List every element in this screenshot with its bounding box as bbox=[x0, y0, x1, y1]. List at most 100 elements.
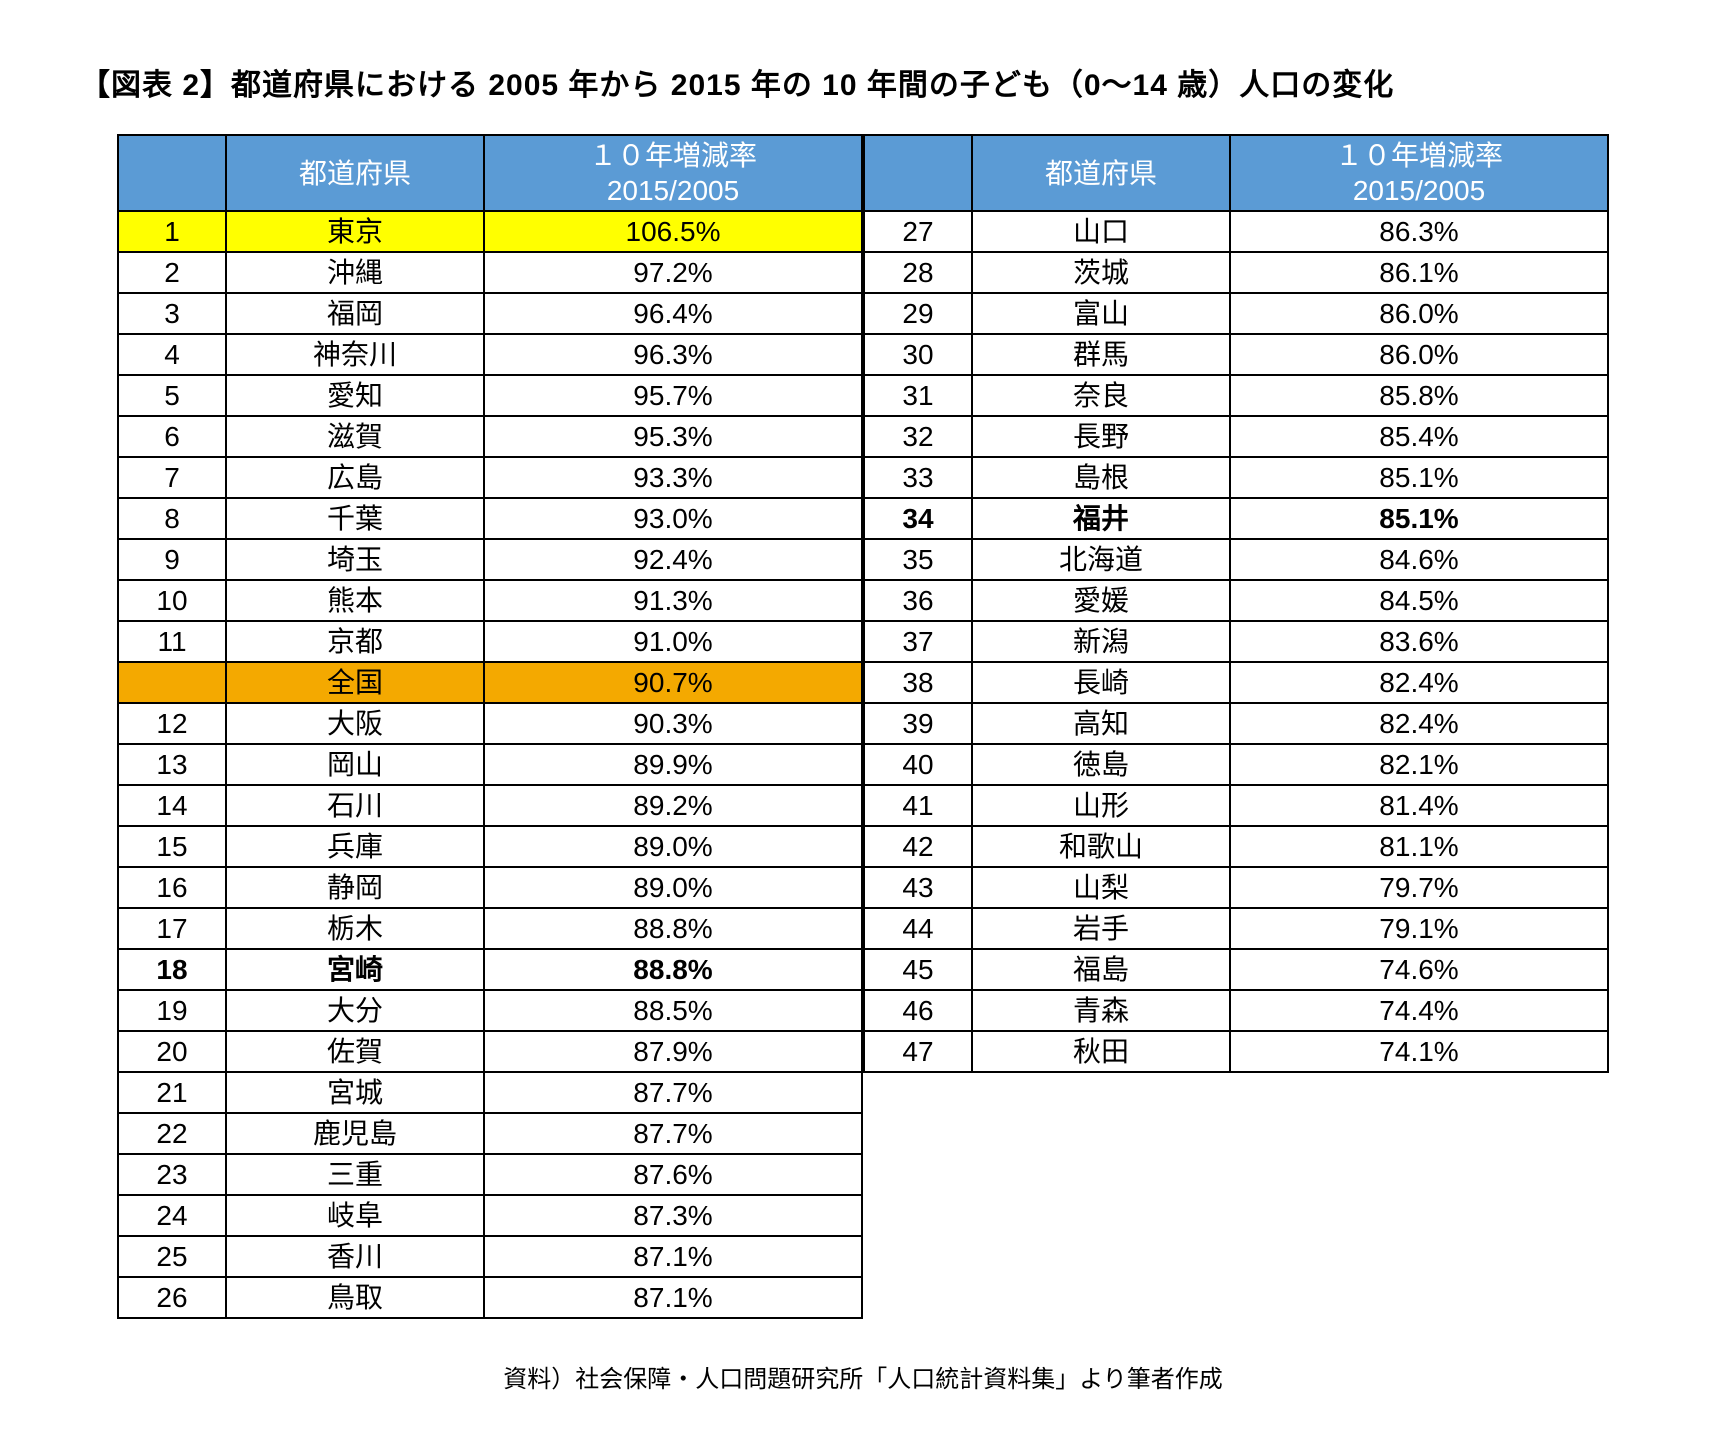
table-row: 2沖縄97.2% bbox=[118, 252, 862, 293]
cell-prefecture: 鹿児島 bbox=[226, 1113, 484, 1154]
cell-prefecture: 埼玉 bbox=[226, 539, 484, 580]
cell-rank: 23 bbox=[118, 1154, 226, 1195]
cell-rank: 5 bbox=[118, 375, 226, 416]
population-table-right: 都道府県 １０年増減率 2015/2005 27山口86.3%28茨城86.1%… bbox=[863, 134, 1609, 1073]
table-row: 4神奈川96.3% bbox=[118, 334, 862, 375]
cell-prefecture: 香川 bbox=[226, 1236, 484, 1277]
table-row: 13岡山89.9% bbox=[118, 744, 862, 785]
col-header-rate-line2: 2015/2005 bbox=[493, 173, 853, 208]
cell-rank: 42 bbox=[864, 826, 972, 867]
cell-prefecture: 長崎 bbox=[972, 662, 1230, 703]
cell-rate: 87.1% bbox=[484, 1236, 862, 1277]
cell-rate: 91.3% bbox=[484, 580, 862, 621]
cell-prefecture: 宮城 bbox=[226, 1072, 484, 1113]
cell-rate: 88.8% bbox=[484, 908, 862, 949]
cell-rate: 74.6% bbox=[1230, 949, 1608, 990]
table-row: 44岩手79.1% bbox=[864, 908, 1608, 949]
cell-rate: 86.1% bbox=[1230, 252, 1608, 293]
cell-prefecture: 全国 bbox=[226, 662, 484, 703]
cell-rank: 17 bbox=[118, 908, 226, 949]
table-row: 42和歌山81.1% bbox=[864, 826, 1608, 867]
cell-prefecture: 神奈川 bbox=[226, 334, 484, 375]
cell-rate: 81.1% bbox=[1230, 826, 1608, 867]
cell-rank: 27 bbox=[864, 211, 972, 252]
cell-rank: 32 bbox=[864, 416, 972, 457]
cell-prefecture: 茨城 bbox=[972, 252, 1230, 293]
table-row: 27山口86.3% bbox=[864, 211, 1608, 252]
cell-prefecture: 奈良 bbox=[972, 375, 1230, 416]
cell-rate: 82.1% bbox=[1230, 744, 1608, 785]
table-row: 32長野85.4% bbox=[864, 416, 1608, 457]
table-row: 47秋田74.1% bbox=[864, 1031, 1608, 1072]
cell-rate: 84.6% bbox=[1230, 539, 1608, 580]
cell-rate: 88.5% bbox=[484, 990, 862, 1031]
cell-prefecture: 山形 bbox=[972, 785, 1230, 826]
cell-rank: 33 bbox=[864, 457, 972, 498]
table-row: 28茨城86.1% bbox=[864, 252, 1608, 293]
table-row: 30群馬86.0% bbox=[864, 334, 1608, 375]
cell-rate: 89.0% bbox=[484, 826, 862, 867]
cell-rank: 11 bbox=[118, 621, 226, 662]
table-row: 22鹿児島87.7% bbox=[118, 1113, 862, 1154]
cell-prefecture: 石川 bbox=[226, 785, 484, 826]
table-row: 19大分88.5% bbox=[118, 990, 862, 1031]
cell-prefecture: 高知 bbox=[972, 703, 1230, 744]
table-row: 25香川87.1% bbox=[118, 1236, 862, 1277]
cell-rank: 22 bbox=[118, 1113, 226, 1154]
cell-prefecture: 宮崎 bbox=[226, 949, 484, 990]
cell-prefecture: 三重 bbox=[226, 1154, 484, 1195]
cell-rate: 87.3% bbox=[484, 1195, 862, 1236]
cell-prefecture: 和歌山 bbox=[972, 826, 1230, 867]
cell-rate: 93.3% bbox=[484, 457, 862, 498]
cell-rank: 21 bbox=[118, 1072, 226, 1113]
table-row: 41山形81.4% bbox=[864, 785, 1608, 826]
col-header-rate: １０年増減率 2015/2005 bbox=[484, 135, 862, 211]
cell-prefecture: 栃木 bbox=[226, 908, 484, 949]
cell-rate: 90.3% bbox=[484, 703, 862, 744]
cell-prefecture: 京都 bbox=[226, 621, 484, 662]
cell-rate: 86.3% bbox=[1230, 211, 1608, 252]
cell-rate: 87.9% bbox=[484, 1031, 862, 1072]
table-title: 【図表 2】都道府県における 2005 年から 2015 年の 10 年間の子ど… bbox=[80, 60, 1646, 104]
cell-rate: 93.0% bbox=[484, 498, 862, 539]
col-header-rank bbox=[118, 135, 226, 211]
cell-prefecture: 富山 bbox=[972, 293, 1230, 334]
page: 【図表 2】都道府県における 2005 年から 2015 年の 10 年間の子ど… bbox=[0, 0, 1726, 1454]
table-row: 11京都91.0% bbox=[118, 621, 862, 662]
cell-prefecture: 島根 bbox=[972, 457, 1230, 498]
cell-rank: 14 bbox=[118, 785, 226, 826]
cell-prefecture: 大分 bbox=[226, 990, 484, 1031]
cell-rank: 34 bbox=[864, 498, 972, 539]
table-row: 33島根85.1% bbox=[864, 457, 1608, 498]
cell-rank bbox=[118, 662, 226, 703]
cell-rank: 19 bbox=[118, 990, 226, 1031]
cell-rate: 81.4% bbox=[1230, 785, 1608, 826]
cell-prefecture: 滋賀 bbox=[226, 416, 484, 457]
cell-rank: 18 bbox=[118, 949, 226, 990]
cell-rank: 46 bbox=[864, 990, 972, 1031]
cell-rate: 89.9% bbox=[484, 744, 862, 785]
cell-prefecture: 大阪 bbox=[226, 703, 484, 744]
cell-prefecture: 福井 bbox=[972, 498, 1230, 539]
col-header-prefecture: 都道府県 bbox=[972, 135, 1230, 211]
cell-prefecture: 千葉 bbox=[226, 498, 484, 539]
population-table-left: 都道府県 １０年増減率 2015/2005 1東京106.5%2沖縄97.2%3… bbox=[117, 134, 863, 1319]
cell-prefecture: 岡山 bbox=[226, 744, 484, 785]
cell-prefecture: 新潟 bbox=[972, 621, 1230, 662]
table-row: 45福島74.6% bbox=[864, 949, 1608, 990]
cell-rate: 89.2% bbox=[484, 785, 862, 826]
cell-rank: 35 bbox=[864, 539, 972, 580]
cell-rank: 4 bbox=[118, 334, 226, 375]
cell-rank: 36 bbox=[864, 580, 972, 621]
col-header-prefecture: 都道府県 bbox=[226, 135, 484, 211]
cell-rate: 79.7% bbox=[1230, 867, 1608, 908]
cell-rate: 106.5% bbox=[484, 211, 862, 252]
source-footnote: 資料）社会保障・人口問題研究所「人口統計資料集」より筆者作成 bbox=[80, 1359, 1646, 1394]
col-header-rate-line1: １０年増減率 bbox=[493, 138, 853, 173]
cell-rate: 89.0% bbox=[484, 867, 862, 908]
cell-rate: 91.0% bbox=[484, 621, 862, 662]
cell-rank: 12 bbox=[118, 703, 226, 744]
table-row: 34福井85.1% bbox=[864, 498, 1608, 539]
cell-rank: 15 bbox=[118, 826, 226, 867]
cell-prefecture: 東京 bbox=[226, 211, 484, 252]
